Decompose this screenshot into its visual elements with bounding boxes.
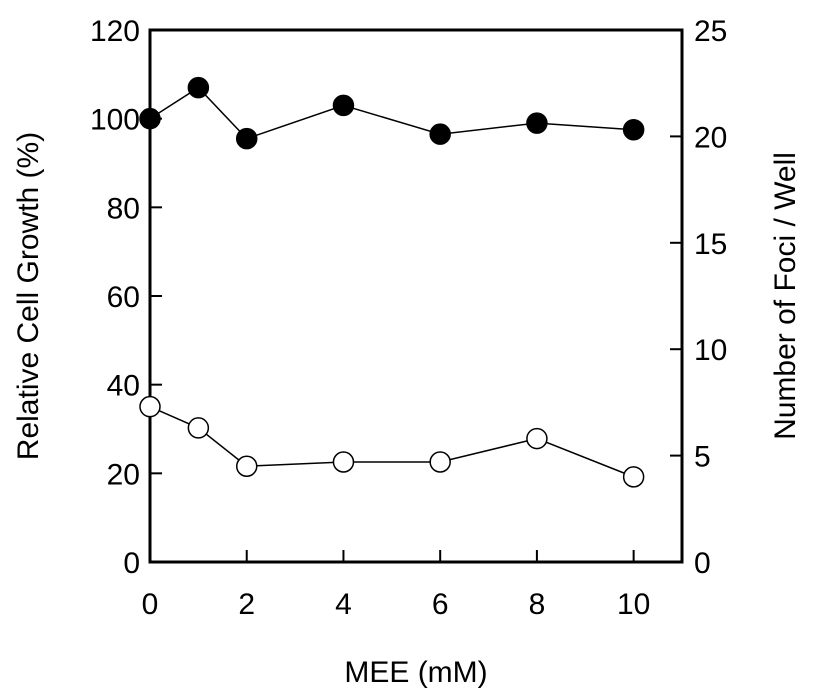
open-data-point	[235, 455, 258, 477]
filled-data-point	[139, 107, 161, 130]
y-left-tick-label: 120	[90, 15, 140, 48]
filled-data-point	[187, 76, 210, 99]
open-data-point	[429, 451, 451, 473]
x-tick-label: 6	[432, 588, 449, 621]
open-data-point	[139, 395, 161, 418]
plot-frame	[148, 28, 684, 564]
series-lines	[149, 86, 634, 478]
x-axis-title: MEE (mM)	[344, 656, 487, 689]
x-tick-label: 2	[238, 588, 255, 621]
filled-data-point	[622, 119, 645, 141]
y-left-tick-label: 100	[90, 104, 140, 137]
x-tick-label: 8	[529, 588, 546, 621]
x-tick-label: 4	[335, 588, 352, 621]
y-right-tick-label: 20	[694, 121, 727, 154]
y-left-tick-label: 20	[107, 458, 140, 491]
filled-data-point	[332, 94, 355, 117]
y-left-tick-label: 40	[107, 370, 140, 403]
y-right-tick-label: 15	[694, 228, 727, 261]
open-data-point	[622, 466, 645, 488]
y-left-tick-label: 60	[107, 281, 140, 314]
series-points	[139, 76, 645, 488]
series-line-0	[149, 86, 634, 140]
y-left-tick-label: 0	[123, 547, 140, 580]
filled-data-point	[526, 112, 548, 134]
y-left-tick-label: 80	[107, 192, 140, 225]
y-right-tick-label: 5	[694, 441, 711, 474]
y-right-tick-label: 25	[694, 15, 727, 48]
open-data-point	[187, 417, 210, 439]
filled-data-point	[429, 123, 451, 145]
y-right-tick-label: 10	[694, 334, 727, 367]
series-line-1	[149, 405, 634, 478]
x-tick-label: 0	[142, 588, 159, 621]
y-axis-title-right: Number of Foci / Well	[769, 152, 802, 440]
open-data-point	[526, 427, 548, 450]
filled-data-point	[235, 127, 258, 150]
y-axis-title-left: Relative Cell Growth (%)	[12, 132, 45, 460]
x-tick-label: 10	[617, 588, 650, 621]
open-data-point	[332, 451, 355, 473]
y-right-tick-label: 0	[694, 547, 711, 580]
